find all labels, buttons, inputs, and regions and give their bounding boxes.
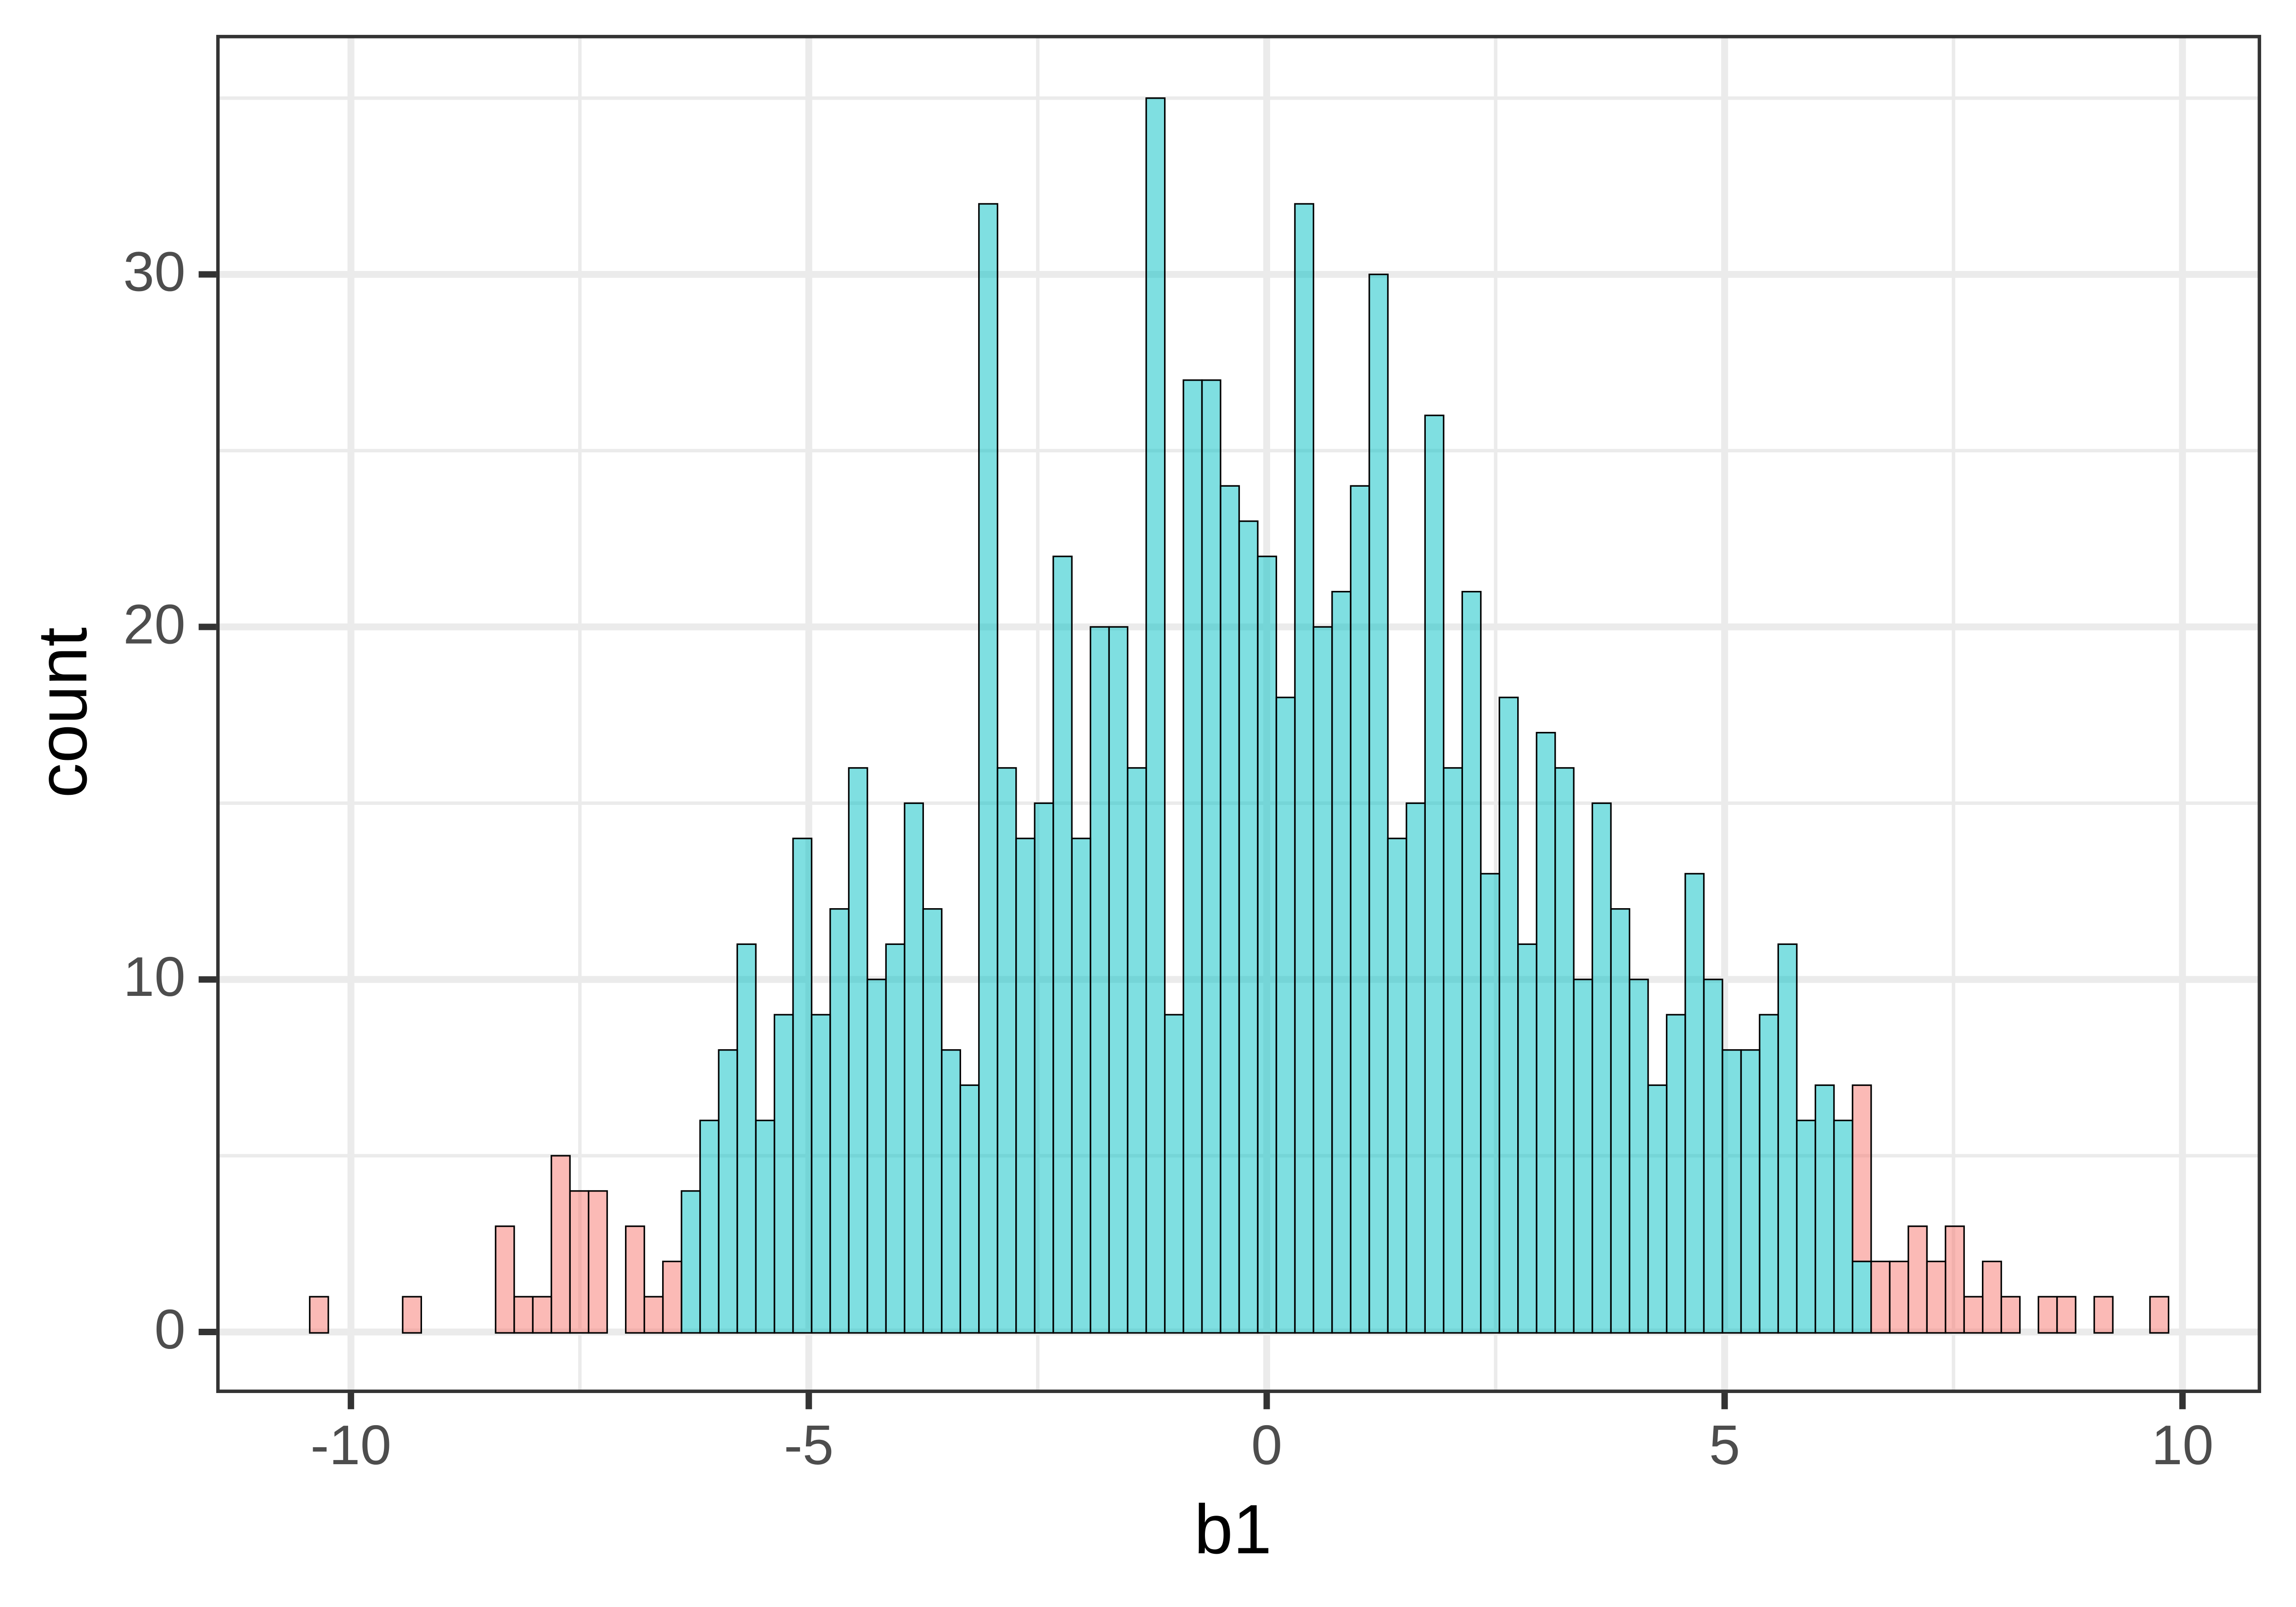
svg-text:20: 20 — [123, 593, 186, 655]
svg-text:10: 10 — [2151, 1414, 2214, 1476]
svg-text:30: 30 — [123, 241, 186, 303]
svg-text:-10: -10 — [310, 1414, 391, 1476]
svg-text:0: 0 — [1251, 1414, 1283, 1476]
svg-text:b1: b1 — [1194, 1490, 1272, 1568]
svg-text:count: count — [23, 627, 101, 798]
svg-text:0: 0 — [154, 1298, 186, 1360]
svg-text:10: 10 — [123, 945, 186, 1008]
svg-text:5: 5 — [1709, 1414, 1740, 1476]
svg-text:-5: -5 — [784, 1414, 833, 1476]
